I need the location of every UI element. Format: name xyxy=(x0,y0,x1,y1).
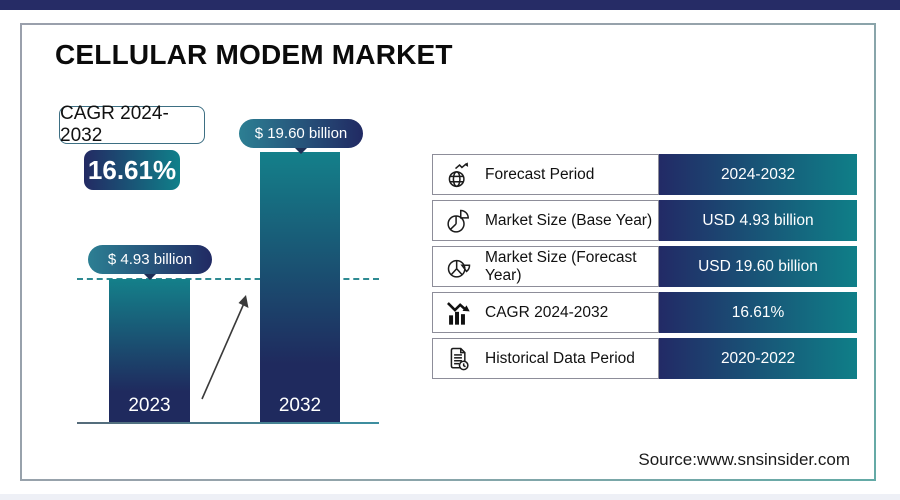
source-text: Source:www.snsinsider.com xyxy=(638,450,850,469)
row-label-cell: Market Size (Base Year) xyxy=(432,200,659,241)
cagr-label-box: CAGR 2024-2032 xyxy=(59,103,205,146)
table-row-forecast-period: Forecast Period 2024-2032 xyxy=(432,154,857,195)
bar-category-2023: 2023 xyxy=(128,395,171,416)
row-label-cell: Historical Data Period xyxy=(432,338,659,379)
bar-category-2032: 2032 xyxy=(278,395,322,416)
page-title: CELLULAR MODEM MARKET xyxy=(55,39,453,70)
row-label: Market Size (Base Year) xyxy=(485,211,653,229)
row-value: 2024-2032 xyxy=(659,154,857,195)
bottom-accent-strip xyxy=(0,494,900,500)
table-row-cagr: CAGR 2024-2032 16.61% xyxy=(432,292,857,333)
row-label-cell: Forecast Period xyxy=(432,154,659,195)
row-value: USD 19.60 billion xyxy=(659,246,857,287)
row-label-cell: CAGR 2024-2032 xyxy=(432,292,659,333)
table-row-historical-period: Historical Data Period 2020-2022 xyxy=(432,338,857,379)
globe-growth-icon xyxy=(444,160,474,190)
bar-2032: 2032 xyxy=(260,152,340,424)
row-label: CAGR 2024-2032 xyxy=(485,303,609,321)
row-label: Market Size (Forecast Year) xyxy=(485,248,637,284)
bar-label-2023: $ 4.93 billion xyxy=(88,245,212,274)
bar-2023: 2023 xyxy=(109,279,190,424)
table-row-market-size-forecast: Market Size (Forecast Year) USD 19.60 bi… xyxy=(432,246,857,287)
cagr-label: CAGR 2024-2032 xyxy=(60,103,169,146)
pie-chart-icon xyxy=(444,206,474,236)
bar-chart-trend-icon xyxy=(444,298,474,328)
x-axis-line xyxy=(77,422,379,424)
growth-arrow-icon xyxy=(201,295,249,400)
table-row-market-size-base: Market Size (Base Year) USD 4.93 billion xyxy=(432,200,857,241)
row-label: Forecast Period xyxy=(485,165,595,183)
pie-chart-exploded-icon xyxy=(444,252,474,282)
top-accent-bar xyxy=(0,0,900,10)
row-label-cell: Market Size (Forecast Year) xyxy=(432,246,659,287)
row-label: Historical Data Period xyxy=(485,349,635,367)
reference-dashed-line xyxy=(77,278,379,280)
cagr-value-badge: 16.61% xyxy=(84,150,180,190)
row-value: 16.61% xyxy=(659,292,857,333)
summary-table: Forecast Period 2024-2032 Market Size (B… xyxy=(432,154,857,379)
bar-label-2032: $ 19.60 billion xyxy=(239,119,363,148)
content-frame: CELLULAR MODEM MARKET CAGR 2024-2032 16.… xyxy=(20,23,876,481)
document-clock-icon xyxy=(444,344,474,374)
row-value: USD 4.93 billion xyxy=(659,200,857,241)
row-value: 2020-2022 xyxy=(659,338,857,379)
